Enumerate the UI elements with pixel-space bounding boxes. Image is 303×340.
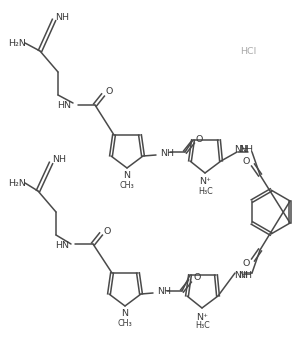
Text: H₂N: H₂N — [8, 178, 26, 187]
Text: N⁺: N⁺ — [196, 312, 208, 322]
Text: NH: NH — [234, 144, 248, 153]
Text: N⁺: N⁺ — [199, 176, 211, 186]
Text: O: O — [104, 226, 112, 236]
Text: CH₃: CH₃ — [120, 181, 134, 189]
Text: NH: NH — [239, 144, 253, 153]
Text: O: O — [243, 156, 250, 166]
Text: H₃C: H₃C — [198, 187, 213, 196]
Text: O: O — [106, 87, 113, 97]
Text: NH: NH — [234, 272, 248, 280]
Text: NH: NH — [157, 287, 171, 295]
Text: NH: NH — [238, 272, 252, 280]
Text: O: O — [196, 135, 203, 143]
Text: NH: NH — [55, 13, 69, 21]
Text: NH: NH — [52, 155, 66, 165]
Text: O: O — [193, 273, 200, 283]
Text: HN: HN — [55, 241, 69, 251]
Text: H₂N: H₂N — [8, 38, 26, 48]
Text: CH₃: CH₃ — [118, 319, 132, 327]
Text: H₃C: H₃C — [195, 322, 210, 330]
Text: N: N — [124, 171, 131, 181]
Text: HCl: HCl — [240, 48, 256, 56]
Text: O: O — [243, 258, 250, 268]
Text: HN: HN — [57, 101, 71, 109]
Text: NH: NH — [160, 149, 174, 157]
Text: N: N — [122, 309, 128, 319]
